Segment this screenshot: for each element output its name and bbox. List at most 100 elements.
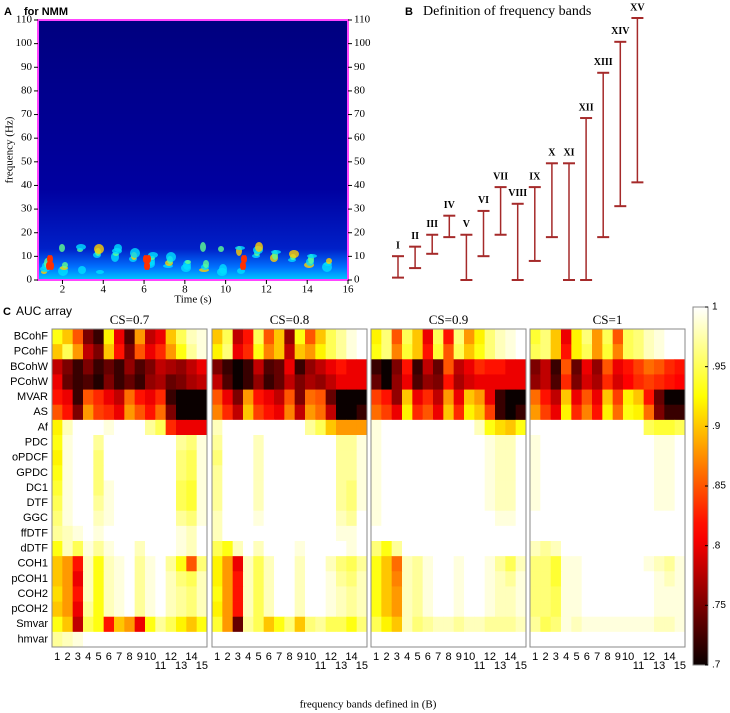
heat-cell bbox=[623, 404, 634, 421]
heat-cell bbox=[232, 631, 244, 648]
heat-cell bbox=[612, 541, 624, 557]
heat-cell bbox=[222, 510, 234, 527]
heat-cell bbox=[315, 329, 327, 345]
heat-cell bbox=[72, 601, 84, 618]
heat-cell bbox=[165, 510, 177, 527]
heat-cell bbox=[93, 435, 105, 451]
heat-cell bbox=[72, 586, 84, 602]
heat-cell bbox=[581, 404, 593, 421]
heat-cell bbox=[602, 525, 614, 542]
heat-cell bbox=[422, 359, 434, 375]
column-label: 4 bbox=[563, 651, 569, 663]
heat-cell bbox=[561, 465, 572, 481]
heat-cell bbox=[381, 631, 393, 648]
heat-cell bbox=[571, 631, 583, 648]
heat-cell bbox=[464, 556, 475, 572]
y-tick-label: 80 bbox=[21, 84, 33, 96]
heat-cell bbox=[633, 601, 645, 618]
heat-cell bbox=[305, 419, 316, 436]
heat-cell bbox=[72, 450, 84, 466]
heat-cell bbox=[274, 450, 285, 466]
heat-cell bbox=[495, 359, 506, 375]
heat-cell bbox=[391, 329, 403, 345]
heat-cell bbox=[72, 541, 84, 557]
heat-cell bbox=[592, 435, 603, 451]
heat-cell bbox=[623, 389, 634, 406]
spectrogram-blob bbox=[289, 250, 299, 258]
column-label: 3 bbox=[235, 651, 241, 663]
heat-cell bbox=[484, 495, 496, 512]
heat-cell bbox=[495, 525, 506, 542]
heat-cell bbox=[315, 525, 327, 542]
heat-cell bbox=[212, 525, 223, 542]
heat-cell bbox=[145, 450, 156, 466]
heat-cell bbox=[346, 419, 358, 436]
row-label: PCohF bbox=[14, 346, 49, 358]
heat-cell bbox=[176, 404, 187, 421]
heat-cell bbox=[346, 480, 358, 496]
heat-cell bbox=[633, 586, 645, 602]
heat-cell bbox=[212, 450, 223, 466]
spectrogram-blob bbox=[78, 266, 86, 274]
heat-cell bbox=[212, 571, 223, 587]
row-label: MVAR bbox=[17, 391, 48, 403]
heat-cell bbox=[243, 359, 254, 375]
heat-cell bbox=[232, 374, 244, 390]
heat-cell bbox=[674, 404, 686, 421]
column-label: 5 bbox=[255, 651, 261, 663]
chart-title: AUC array bbox=[16, 304, 72, 318]
heat-cell bbox=[346, 616, 358, 633]
heat-cell bbox=[114, 480, 125, 496]
heat-cell bbox=[464, 480, 475, 496]
spectrogram-peak bbox=[147, 255, 151, 263]
heat-cell bbox=[464, 525, 475, 542]
heat-cell bbox=[474, 480, 486, 496]
heat-cell bbox=[402, 374, 413, 390]
heat-cell bbox=[155, 541, 167, 557]
heat-cell bbox=[623, 344, 634, 360]
heat-cell bbox=[253, 344, 265, 360]
heat-cell bbox=[453, 450, 465, 466]
heat-cell bbox=[243, 329, 254, 345]
heat-cell bbox=[433, 480, 444, 496]
heat-cell bbox=[602, 616, 614, 633]
heat-cell bbox=[212, 480, 223, 496]
heat-cell bbox=[571, 571, 583, 587]
heat-cell bbox=[612, 465, 624, 481]
heat-cell bbox=[505, 541, 517, 557]
heat-cell bbox=[505, 631, 517, 648]
heat-cell bbox=[176, 586, 187, 602]
heat-cell bbox=[155, 510, 167, 527]
heat-cell bbox=[114, 359, 125, 375]
heat-cell bbox=[654, 586, 665, 602]
heat-cell bbox=[62, 389, 74, 406]
spectrogram-blob bbox=[218, 246, 224, 252]
heat-cell bbox=[612, 480, 624, 496]
heat-cell bbox=[422, 586, 434, 602]
band-label: I bbox=[396, 240, 400, 251]
heat-cell bbox=[581, 465, 593, 481]
heat-cell bbox=[674, 419, 686, 436]
x-tick-label: 10 bbox=[220, 284, 232, 296]
heat-cell bbox=[571, 495, 583, 512]
column-label: 14 bbox=[345, 651, 357, 663]
heat-cell bbox=[623, 525, 634, 542]
heat-cell bbox=[643, 571, 655, 587]
heat-cell bbox=[540, 329, 552, 345]
heat-cell bbox=[336, 571, 347, 587]
heat-cell bbox=[474, 541, 486, 557]
heat-cell bbox=[114, 495, 125, 512]
heat-cell bbox=[243, 450, 254, 466]
heat-cell bbox=[232, 556, 244, 572]
spectrogram-peak bbox=[146, 262, 150, 270]
heat-cell bbox=[93, 465, 105, 481]
y-tick-label: 10 bbox=[21, 250, 33, 262]
heat-cell bbox=[422, 404, 434, 421]
heat-cell bbox=[643, 556, 655, 572]
heat-cell bbox=[103, 525, 115, 542]
heat-cell bbox=[530, 631, 541, 648]
heat-cell bbox=[654, 616, 665, 633]
column-label: 6 bbox=[584, 651, 590, 663]
heat-cell bbox=[602, 510, 614, 527]
heat-cell bbox=[422, 435, 434, 451]
